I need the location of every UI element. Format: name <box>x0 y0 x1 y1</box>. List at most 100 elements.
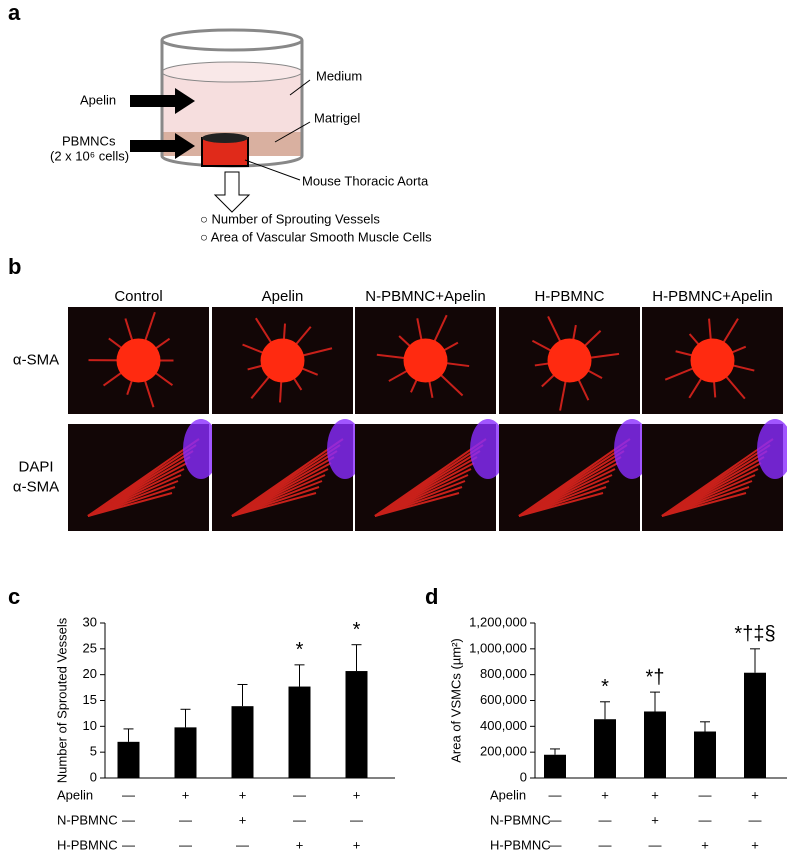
condition-mark: + <box>182 787 190 802</box>
condition-mark: + <box>239 812 247 827</box>
condition-mark: + <box>751 837 759 852</box>
y-tick-label: 10 <box>83 718 97 733</box>
label: Matrigel <box>314 110 360 125</box>
nuclei <box>183 419 219 479</box>
panel-letter: d <box>425 584 438 609</box>
y-tick-label: 30 <box>83 614 97 629</box>
condition-mark: — <box>649 837 662 852</box>
leader <box>289 79 311 96</box>
condition-mark: — <box>699 812 712 827</box>
y-tick-label: 800,000 <box>480 666 527 681</box>
annotation: * <box>353 619 361 641</box>
condition-mark: + <box>239 787 247 802</box>
leader <box>274 121 311 143</box>
y-tick-label: 1,000,000 <box>469 640 527 655</box>
condition-mark: + <box>296 837 304 852</box>
y-tick-label: 200,000 <box>480 744 527 759</box>
panel-letter: c <box>8 584 20 609</box>
y-tick-label: 5 <box>90 744 97 759</box>
bar <box>117 741 140 778</box>
aorta-ring <box>690 338 735 383</box>
nuclei <box>470 419 506 479</box>
panel-letter: a <box>8 0 21 25</box>
down-arrow <box>213 171 251 213</box>
label: (2 x 10⁶ cells) <box>50 148 129 163</box>
column-label: Apelin <box>262 288 304 305</box>
bar <box>174 727 197 778</box>
condition-mark: — <box>749 812 762 827</box>
condition-mark: — <box>293 812 306 827</box>
condition-mark: — <box>179 837 192 852</box>
column-label: Control <box>114 288 162 305</box>
leader <box>244 159 301 181</box>
column-label: H-PBMNC+Apelin <box>652 288 772 305</box>
bar <box>231 706 254 778</box>
y-axis-label: Number of Sprouted Vessels <box>54 617 69 783</box>
charts: c 0 5 10 15 20 25 30 Number of Sprouted Vessels —… <box>8 584 787 852</box>
condition-mark: — <box>549 787 562 802</box>
condition-mark: + <box>353 837 361 852</box>
condition-label: H-PBMNC <box>490 837 551 852</box>
bar <box>694 731 716 778</box>
aorta-ring <box>403 338 448 383</box>
row-label: α-SMA <box>13 478 59 495</box>
condition-mark: — <box>599 812 612 827</box>
y-tick-label: 25 <box>83 640 97 655</box>
annotation: *†‡§ <box>734 623 775 645</box>
sprout <box>518 492 604 517</box>
condition-label: Apelin <box>490 787 526 802</box>
condition-mark: — <box>236 837 249 852</box>
label: Medium <box>316 68 362 83</box>
condition-mark: — <box>179 812 192 827</box>
row-label: α-SMA <box>13 351 59 368</box>
aorta-ring <box>116 338 161 383</box>
sprout <box>231 492 317 517</box>
condition-mark: + <box>651 812 659 827</box>
condition-label: Apelin <box>57 787 93 802</box>
arrow <box>130 133 195 159</box>
bar <box>594 719 616 778</box>
condition-mark: — <box>599 837 612 852</box>
condition-mark: — <box>122 787 135 802</box>
condition-mark: — <box>549 812 562 827</box>
nuclei <box>614 419 650 479</box>
condition-label: N-PBMNC <box>57 812 118 827</box>
panel-a: a Apelin PBMNCs (2 x 10⁶ cells) Medium M… <box>8 0 432 244</box>
sprout <box>374 492 460 517</box>
annotation: *† <box>646 666 665 688</box>
condition-mark: — <box>350 812 363 827</box>
panel-letter: b <box>8 254 21 279</box>
condition-mark: + <box>651 787 659 802</box>
cylinder-top <box>160 28 304 52</box>
y-tick-label: 400,000 <box>480 718 527 733</box>
nuclei <box>327 419 363 479</box>
y-axis-label: Area of VSMCs (µm²) <box>448 638 463 763</box>
y-tick-label: 1,200,000 <box>469 614 527 629</box>
row-label: DAPI <box>18 458 53 475</box>
bar <box>544 754 566 778</box>
y-tick-label: 0 <box>90 769 97 784</box>
outcome: ○ Number of Sprouting Vessels <box>200 211 380 226</box>
column-label: H-PBMNC <box>535 288 605 305</box>
bar <box>644 711 666 778</box>
condition-mark: + <box>601 787 609 802</box>
condition-mark: — <box>293 787 306 802</box>
panel-b: Control Apelin N-PBMNC+Apelin H-PBMNC H-PBMN… <box>13 288 787 531</box>
label: Apelin <box>80 92 116 107</box>
sprout <box>87 492 173 517</box>
column-label: N-PBMNC+Apelin <box>365 288 485 305</box>
label: Mouse Thoracic Aorta <box>302 173 429 188</box>
arrow <box>130 88 195 114</box>
condition-mark: — <box>549 837 562 852</box>
label: PBMNCs <box>62 133 116 148</box>
y-tick-label: 600,000 <box>480 692 527 707</box>
aorta-top <box>202 133 248 143</box>
condition-label: H-PBMNC <box>57 837 118 852</box>
bar <box>288 686 311 778</box>
aorta-ring <box>260 338 305 383</box>
outcome: ○ Area of Vascular Smooth Muscle Cells <box>200 229 432 244</box>
condition-mark: — <box>122 837 135 852</box>
y-tick-label: 0 <box>520 769 527 784</box>
condition-mark: — <box>122 812 135 827</box>
